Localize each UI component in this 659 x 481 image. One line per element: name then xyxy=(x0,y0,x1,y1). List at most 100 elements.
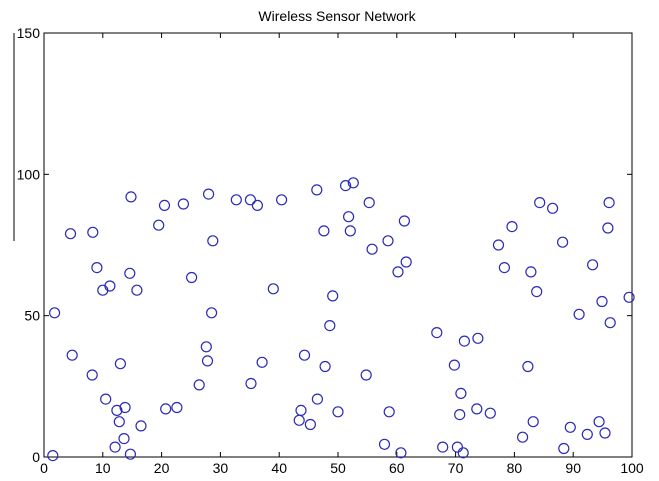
x-tick-label: 30 xyxy=(213,460,229,476)
data-point xyxy=(546,202,559,214)
y-tick-label: 100 xyxy=(17,166,41,182)
data-point xyxy=(458,335,470,347)
data-point xyxy=(244,194,256,206)
data-point xyxy=(522,360,534,373)
data-point xyxy=(454,409,466,421)
x-tick-label: 40 xyxy=(271,460,287,476)
y-axis: 0 50 100 150 xyxy=(17,25,632,465)
data-point xyxy=(109,441,121,453)
data-point xyxy=(124,267,136,279)
data-point xyxy=(131,284,143,296)
data-point xyxy=(171,401,183,414)
data-point xyxy=(506,221,518,233)
x-tick-label: 0 xyxy=(40,460,48,476)
data-point xyxy=(623,291,635,303)
data-point xyxy=(366,243,378,255)
data-point xyxy=(200,341,212,353)
data-point xyxy=(596,295,608,308)
data-point xyxy=(193,379,205,391)
data-point xyxy=(124,448,136,460)
data-point xyxy=(91,262,103,274)
data-point xyxy=(492,239,505,251)
data-point xyxy=(347,177,359,189)
data-point xyxy=(311,393,323,405)
x-tick-label: 60 xyxy=(389,460,405,476)
data-point xyxy=(586,259,599,271)
data-point xyxy=(558,442,570,455)
data-point xyxy=(472,332,484,344)
data-point xyxy=(125,191,137,203)
data-point xyxy=(177,198,189,210)
data-point xyxy=(86,369,98,381)
data-point xyxy=(158,199,171,211)
data-point xyxy=(64,228,77,240)
data-point xyxy=(207,235,219,247)
y-tick-label: 0 xyxy=(32,449,40,465)
data-point xyxy=(114,358,127,370)
data-point xyxy=(100,393,112,405)
data-point xyxy=(593,416,605,428)
data-point xyxy=(340,180,352,192)
data-point xyxy=(360,369,372,381)
data-point xyxy=(498,262,510,274)
data-point xyxy=(398,215,410,227)
data-point xyxy=(451,441,463,453)
y-tick-label: 150 xyxy=(17,25,41,41)
data-point xyxy=(47,450,59,462)
data-point xyxy=(603,197,615,209)
data-point xyxy=(556,236,569,248)
y-tick-label: 50 xyxy=(24,308,40,324)
data-point xyxy=(201,355,214,367)
data-point xyxy=(457,447,469,459)
data-point xyxy=(311,184,323,196)
data-point xyxy=(471,403,483,415)
chart-title: Wireless Sensor Network xyxy=(258,8,416,24)
data-point xyxy=(327,290,339,302)
data-point xyxy=(599,427,611,439)
data-point xyxy=(186,271,198,284)
data-point xyxy=(304,418,316,431)
data-point xyxy=(118,433,130,445)
data-point xyxy=(437,441,449,453)
data-point xyxy=(534,197,546,209)
data-point xyxy=(363,197,375,209)
data-point xyxy=(87,226,99,238)
x-tick-label: 50 xyxy=(330,460,346,476)
data-point xyxy=(525,266,537,278)
data-point xyxy=(153,219,165,231)
data-point xyxy=(573,308,585,320)
data-point xyxy=(319,360,331,373)
data-point xyxy=(318,225,330,237)
data-point xyxy=(113,416,125,428)
data-point xyxy=(382,235,394,247)
data-point xyxy=(392,266,404,278)
data-point xyxy=(604,317,616,329)
data-point xyxy=(324,320,336,332)
data-point xyxy=(251,199,263,211)
x-tick-label: 90 xyxy=(565,460,581,476)
data-point xyxy=(332,406,344,418)
data-point xyxy=(135,420,147,432)
data-point xyxy=(48,307,61,319)
data-point xyxy=(256,356,268,368)
data-point xyxy=(400,256,412,268)
data-point xyxy=(395,447,407,459)
data-point xyxy=(431,327,443,339)
data-points xyxy=(47,177,635,462)
x-tick-label: 100 xyxy=(620,460,644,476)
data-point xyxy=(276,194,288,206)
data-point xyxy=(119,401,131,414)
data-point xyxy=(66,349,78,361)
data-point xyxy=(448,359,460,371)
data-point xyxy=(516,431,529,443)
data-point xyxy=(383,406,395,418)
data-point xyxy=(298,349,311,361)
data-point xyxy=(602,222,614,234)
data-point xyxy=(160,403,172,415)
x-tick-label: 80 xyxy=(507,460,523,476)
x-axis: 0 10 20 30 40 50 60 70 80 90 100 xyxy=(40,33,644,476)
data-point xyxy=(564,421,576,433)
data-point xyxy=(527,416,539,428)
data-point xyxy=(206,307,218,319)
